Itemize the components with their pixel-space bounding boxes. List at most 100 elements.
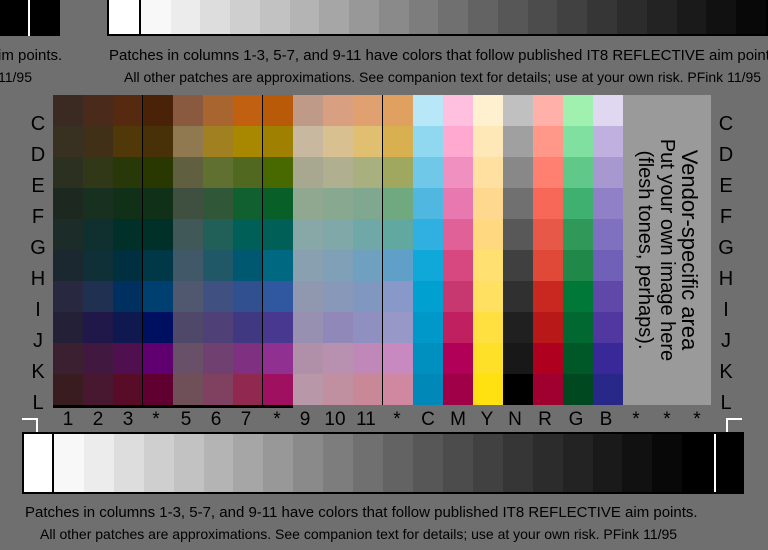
color-patch (83, 374, 113, 405)
gray-step (408, 0, 439, 34)
color-patch (173, 374, 203, 405)
bottom-caption-line-1: Patches in columns 1-3, 5-7, and 9-11 ha… (25, 504, 698, 521)
color-patch (293, 126, 323, 157)
color-patch (203, 157, 233, 188)
color-patch (593, 126, 623, 157)
bottom-caption-line-2: All other patches are approximations. Se… (40, 526, 678, 542)
color-patch (293, 250, 323, 281)
column-label: 3 (122, 409, 134, 430)
color-patch (53, 157, 83, 188)
color-patch (413, 312, 443, 343)
top-gray-ramp (107, 0, 768, 36)
color-patch (293, 157, 323, 188)
color-patch (53, 188, 83, 219)
color-patch (293, 343, 323, 374)
color-patch (113, 312, 143, 343)
gray-step (113, 434, 144, 492)
color-patch (353, 281, 383, 312)
gray-step (259, 0, 290, 34)
color-patch (53, 374, 83, 405)
gray-step (109, 0, 141, 34)
color-patch (143, 219, 173, 250)
color-patch (53, 343, 83, 374)
top-left-caption-fragment-2: 11/95 (0, 69, 32, 85)
color-patch (353, 157, 383, 188)
color-patch (203, 126, 233, 157)
color-patch (263, 95, 293, 126)
column-label: C (421, 409, 435, 430)
color-patch (383, 250, 413, 281)
color-patch (53, 250, 83, 281)
color-patch (113, 343, 143, 374)
color-patch (143, 250, 173, 281)
color-patch (383, 95, 413, 126)
column-separator (142, 95, 143, 405)
color-patch (473, 312, 503, 343)
gray-step (682, 434, 713, 492)
color-patch (473, 157, 503, 188)
color-patch (203, 188, 233, 219)
column-label: 5 (180, 409, 192, 430)
vendor-area-line-2: Put your own image here (656, 138, 678, 362)
row-label: L (720, 392, 732, 414)
color-patch (173, 157, 203, 188)
color-patch (593, 188, 623, 219)
color-patch (473, 374, 503, 405)
color-patch (263, 374, 293, 405)
gray-step (557, 0, 588, 34)
color-patch (473, 343, 503, 374)
column-label: G (568, 409, 584, 430)
gray-step (53, 434, 84, 492)
column-label: 6 (210, 409, 222, 430)
color-patch (413, 343, 443, 374)
color-patch (563, 312, 593, 343)
color-patch (263, 157, 293, 188)
top-white-line (28, 0, 30, 36)
color-patch (383, 343, 413, 374)
color-patch (353, 374, 383, 405)
gray-step (622, 434, 653, 492)
color-patch (263, 250, 293, 281)
color-patch (203, 343, 233, 374)
color-patch (263, 219, 293, 250)
row-label: L (32, 392, 44, 414)
column-label: R (538, 409, 552, 430)
color-patch (113, 219, 143, 250)
color-patch (413, 157, 443, 188)
bottom-gray-ramp (22, 432, 744, 494)
color-patch (473, 188, 503, 219)
color-patch (473, 95, 503, 126)
color-patch (83, 312, 113, 343)
row-label: G (718, 237, 734, 259)
gray-step (203, 434, 234, 492)
color-patch (323, 312, 353, 343)
color-patch (323, 281, 353, 312)
color-patch (263, 312, 293, 343)
gray-step (712, 434, 743, 492)
color-patch (263, 281, 293, 312)
vendor-area-title: Vendor-specific area (677, 149, 702, 351)
color-patch (173, 126, 203, 157)
color-patch (143, 374, 173, 405)
column-label: * (152, 409, 160, 430)
column-label: * (273, 409, 281, 430)
gray-step (412, 434, 443, 492)
gray-step (24, 434, 54, 492)
gray-step (706, 0, 737, 34)
color-patch (143, 188, 173, 219)
color-patch (353, 219, 383, 250)
color-patch (293, 219, 323, 250)
ramp-marker-line (52, 434, 54, 492)
color-patch (383, 188, 413, 219)
gray-step (438, 0, 469, 34)
color-patch (563, 126, 593, 157)
color-patch (413, 250, 443, 281)
column-label: 1 (62, 409, 74, 430)
color-patch (293, 188, 323, 219)
color-patch (413, 126, 443, 157)
color-patch (83, 219, 113, 250)
color-patch (443, 157, 473, 188)
color-patch (83, 157, 113, 188)
color-patch (593, 343, 623, 374)
color-patch (293, 374, 323, 405)
